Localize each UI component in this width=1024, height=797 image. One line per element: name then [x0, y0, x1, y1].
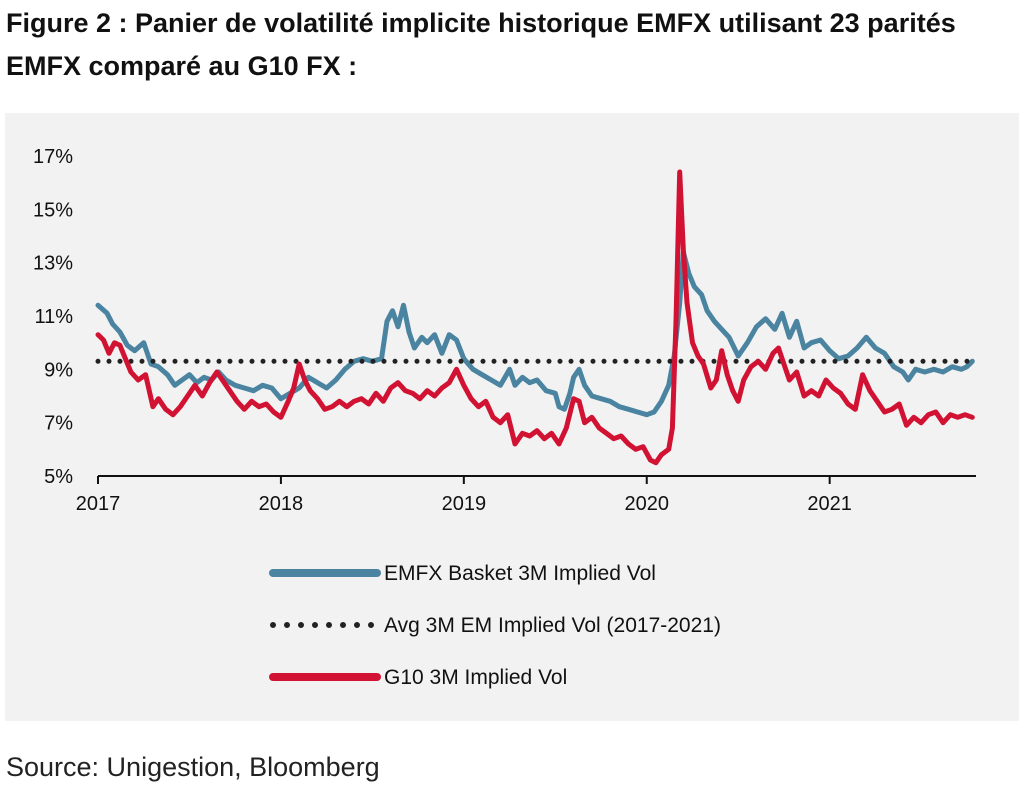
y-tick-label: 7%	[44, 413, 73, 435]
source-note: Source: Unigestion, Bloomberg	[6, 752, 380, 782]
legend-label: EMFX Basket 3M Implied Vol	[384, 562, 656, 585]
x-tick-label: 2017	[76, 493, 121, 515]
y-tick-label: 15%	[33, 199, 73, 221]
x-tick-label: 2019	[442, 493, 487, 515]
figure-title: Figure 2 : Panier de volatilité implicit…	[6, 8, 956, 81]
axes: 5% 7% 9% 11% 13% 15% 17% 2017 2018 2019 2020 2021	[33, 146, 976, 515]
line-chart: 5% 7% 9% 11% 13% 15% 17% 2017 2018 2019 2020 2021 E…	[33, 146, 979, 689]
legend: EMFX Basket 3M Implied Vol Avg 3M EM Impl…	[269, 562, 721, 689]
x-tick-label: 2018	[259, 493, 304, 515]
series-layer	[95, 169, 979, 466]
emfx-series-line	[95, 249, 975, 418]
legend-label: G10 3M Implied Vol	[384, 666, 567, 689]
y-tick-label: 5%	[44, 466, 73, 488]
y-tick-label: 13%	[33, 253, 73, 275]
g10-series-line	[95, 169, 975, 466]
y-tick-label: 9%	[44, 359, 73, 381]
legend-label: Avg 3M EM Implied Vol (2017-2021)	[384, 614, 721, 637]
chart-panel: 5% 7% 9% 11% 13% 15% 17% 2017 2018 2019 2020 2021 E…	[5, 113, 1019, 721]
x-tick-label: 2021	[807, 493, 852, 515]
y-tick-label: 11%	[34, 306, 73, 328]
y-tick-label: 17%	[33, 146, 73, 168]
x-tick-label: 2020	[625, 493, 670, 515]
